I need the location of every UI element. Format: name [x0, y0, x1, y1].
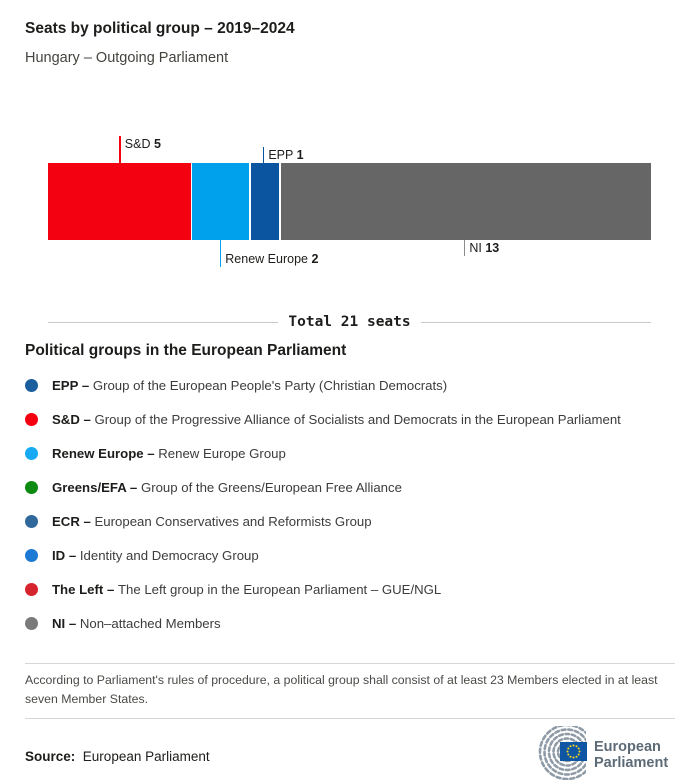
callout-tick-ni: [463, 240, 466, 256]
legend-item-text: Greens/EFA – Group of the Greens/Europea…: [52, 479, 402, 495]
logo-text-line2: Parliament: [594, 755, 668, 771]
callout-label-ni: NI 13: [469, 241, 500, 255]
legend-item-text: ID – Identity and Democracy Group: [52, 547, 259, 563]
source-label: Source:: [25, 749, 76, 764]
page-title: Seats by political group – 2019–2024: [25, 20, 295, 37]
legend-dot-icon: [25, 378, 38, 392]
legend-item-text: EPP – Group of the European People's Par…: [52, 377, 448, 393]
bar-segment-renew-europe: [192, 163, 249, 240]
legend-item-id: ID – Identity and Democracy Group: [25, 538, 685, 572]
eu-flag-stars: [566, 744, 581, 759]
callout-tick-renew-europe: [219, 240, 222, 267]
legend-dot-icon: [25, 514, 38, 528]
callout-label-renew-europe: Renew Europe 2: [225, 252, 319, 266]
page-subtitle: Hungary – Outgoing Parliament: [25, 50, 229, 66]
divider-line-left: [48, 321, 279, 323]
footnote-text: According to Parliament's rules of proce…: [25, 673, 658, 706]
bar-segment-s-d: [48, 163, 191, 240]
legend-item-text: The Left – The Left group in the Europea…: [52, 581, 442, 597]
logo-text-line1: European: [594, 739, 661, 755]
legend-dot-icon: [25, 616, 38, 630]
callout-label-s-d: S&D 5: [124, 137, 161, 151]
legend-item-text: ECR – European Conservatives and Reformi…: [52, 513, 372, 529]
footnote-divider-top: [25, 663, 675, 664]
legend-item-ecr: ECR – European Conservatives and Reformi…: [25, 504, 685, 538]
legend-item-greens-efa: Greens/EFA – Group of the Greens/Europea…: [25, 470, 685, 504]
legend-list: EPP – Group of the European People's Par…: [25, 368, 685, 640]
total-seats-label: Total 21 seats: [288, 314, 411, 330]
legend-dot-icon: [25, 582, 38, 596]
bar-segment-ni: [280, 163, 651, 240]
bar-segment-epp: [250, 163, 279, 240]
legend-item-text: NI – Non–attached Members: [52, 615, 221, 631]
callout-tick-epp: [262, 147, 265, 163]
legend-dot-icon: [25, 412, 38, 426]
divider-line-right: [420, 321, 651, 323]
eu-flag-icon: [560, 742, 587, 761]
source-value-text: European Parliament: [82, 749, 210, 764]
legend-dot-icon: [25, 446, 38, 460]
legend-item-s-d: S&D – Group of the Progressive Alliance …: [25, 402, 685, 436]
legend-item-text: S&D – Group of the Progressive Alliance …: [52, 411, 621, 427]
source-line: Source: European Parliament: [25, 749, 210, 764]
legend-item-text: Renew Europe – Renew Europe Group: [52, 445, 286, 461]
legend-dot-icon: [25, 548, 38, 562]
stacked-bar: [48, 163, 651, 240]
legend-item-epp: EPP – Group of the European People's Par…: [25, 368, 685, 402]
callout-tick-s-d: [119, 136, 121, 163]
european-parliament-logo: European Parliament: [538, 726, 690, 780]
footnote-divider-bottom: [25, 718, 675, 719]
legend-item-the-left: The Left – The Left group in the Europea…: [25, 572, 685, 606]
callout-label-epp: EPP 1: [268, 148, 304, 162]
legend-item-ni: NI – Non–attached Members: [25, 606, 685, 640]
seats-bar-chart: S&D 5 Renew Europe 2 EPP 1 NI 13: [0, 133, 700, 278]
legend-item-renew-europe: Renew Europe – Renew Europe Group: [25, 436, 685, 470]
legend-dot-icon: [25, 480, 38, 494]
legend-heading: Political groups in the European Parliam…: [25, 342, 347, 359]
total-seats-divider: Total 21 seats: [48, 308, 651, 336]
